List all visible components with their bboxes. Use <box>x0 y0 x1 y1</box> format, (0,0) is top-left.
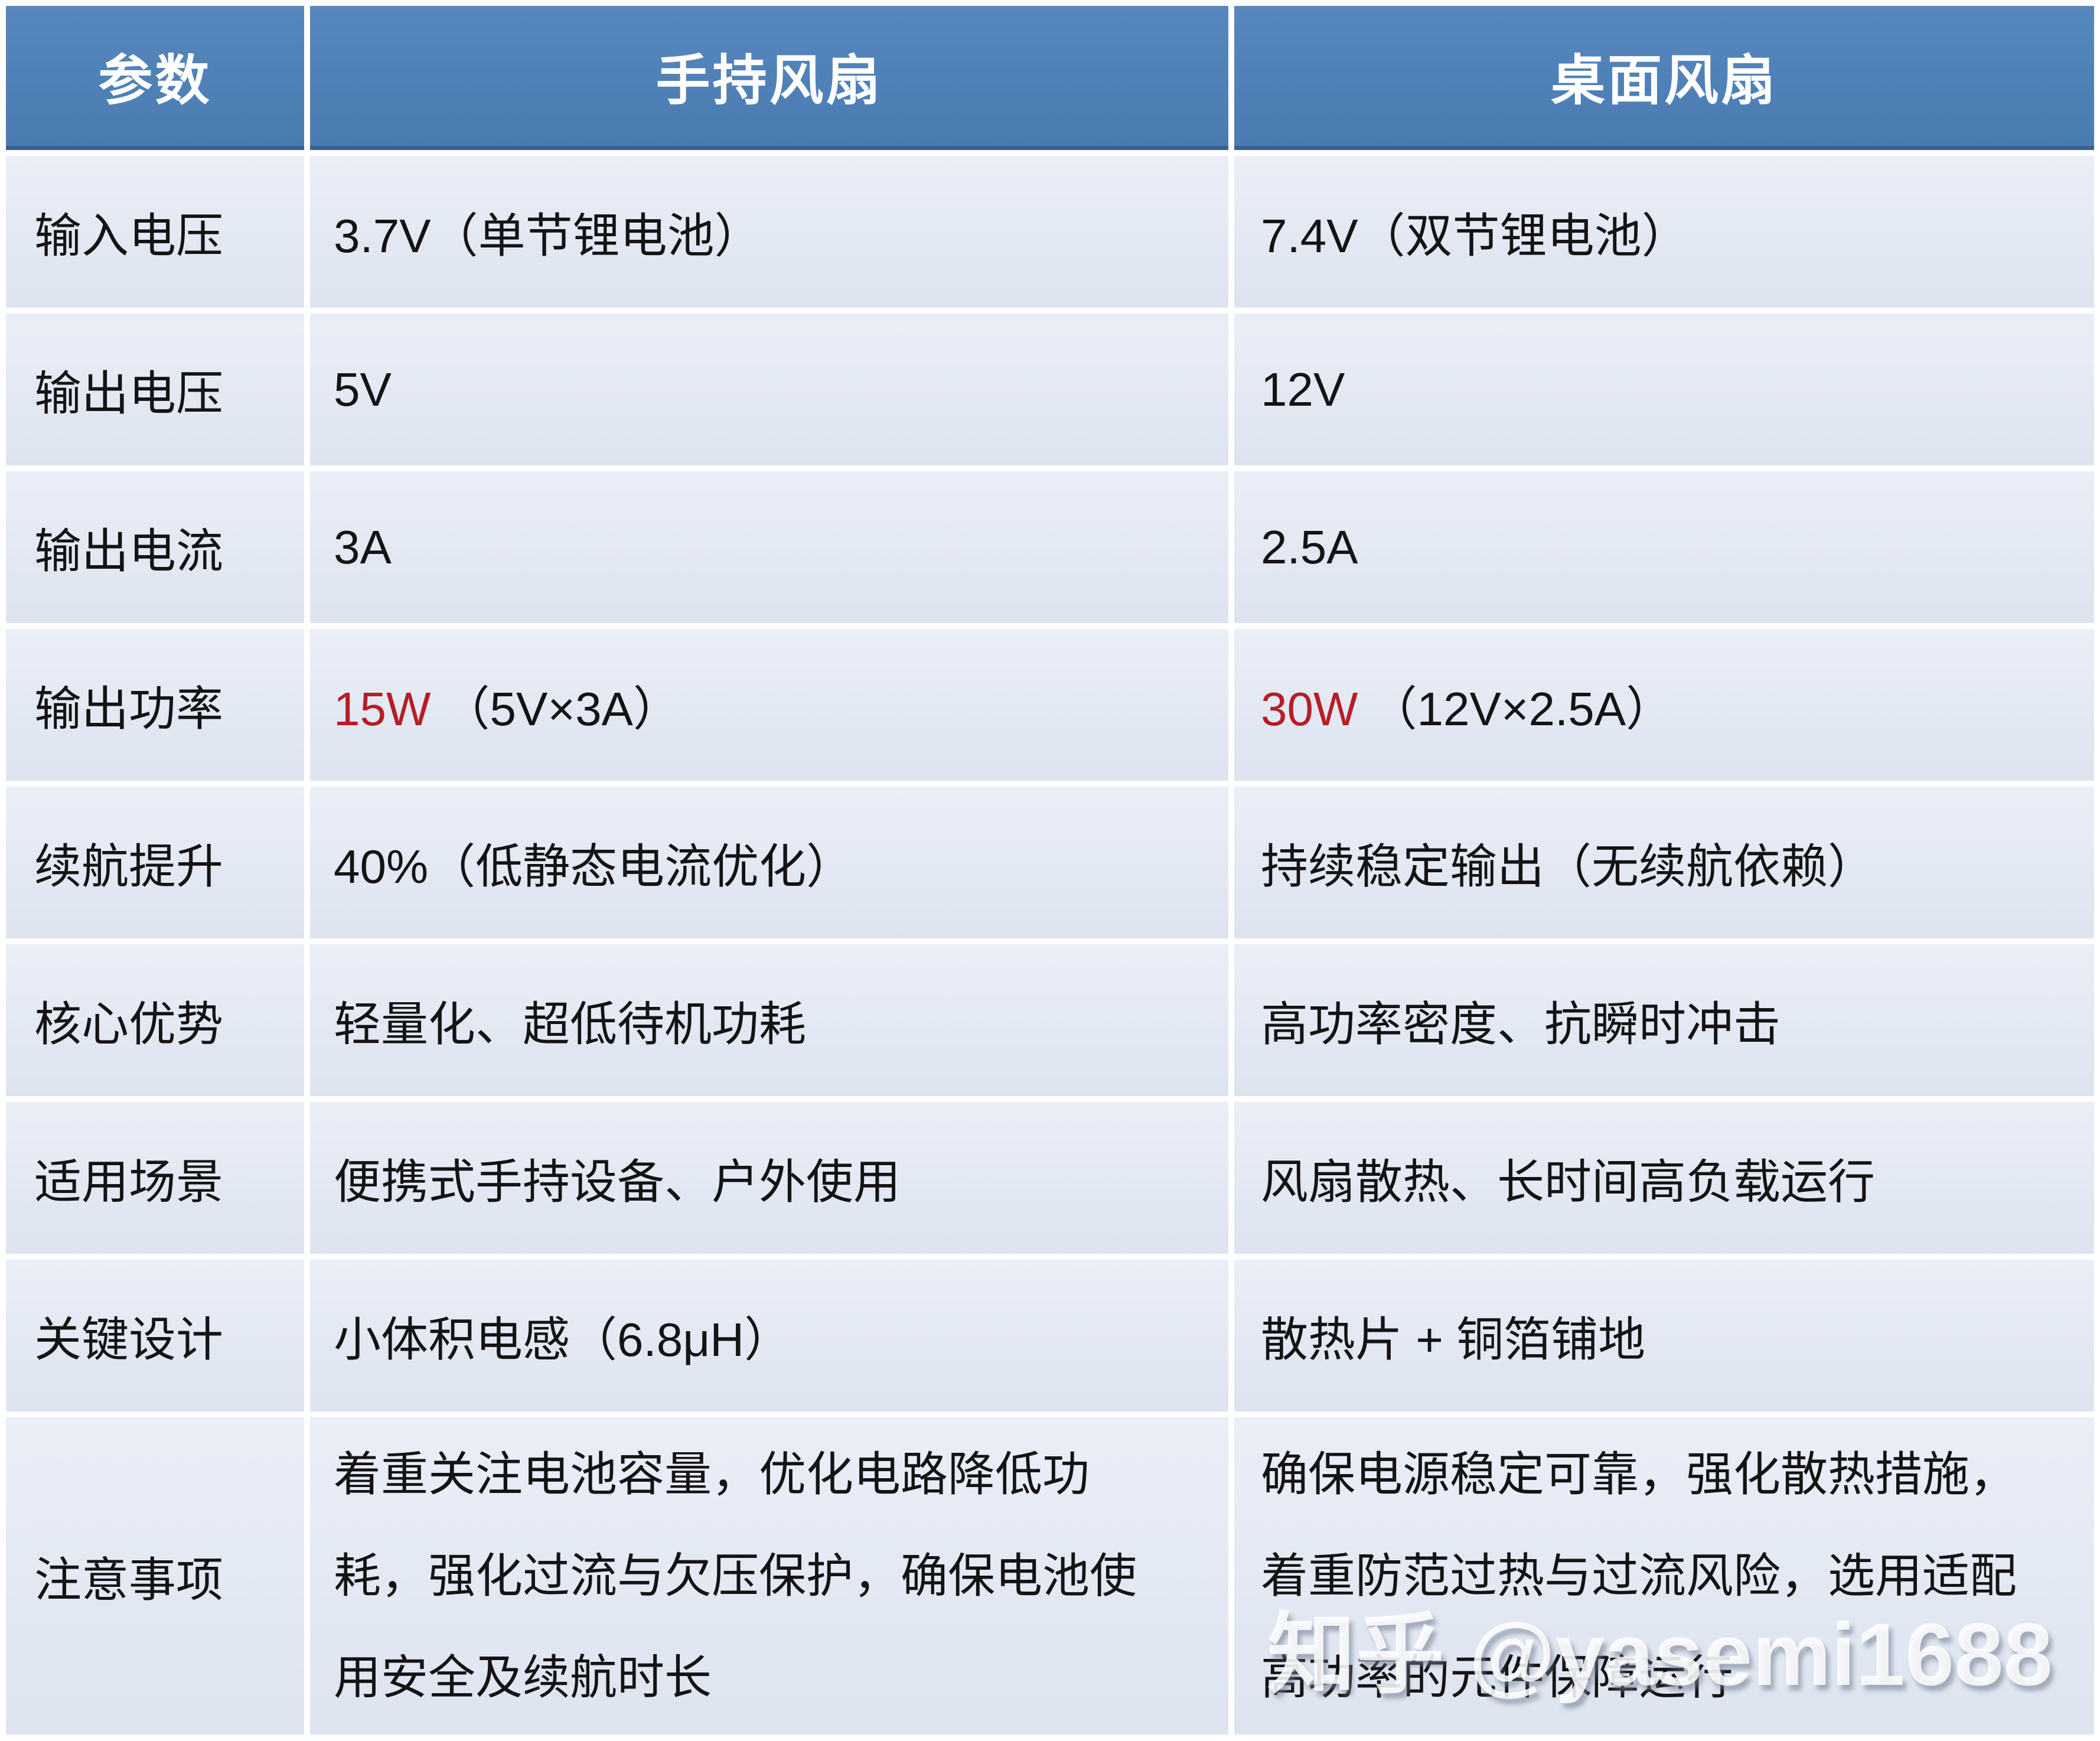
power-value-red: 30W <box>1261 682 1358 735</box>
handheld-value-cell: 15W （5V×3A） <box>310 629 1228 781</box>
param-cell: 输出电压 <box>6 314 304 465</box>
handheld-value-cell: 40%（低静态电流优化） <box>310 787 1228 938</box>
param-cell: 续航提升 <box>6 787 304 938</box>
table-row-precautions: 注意事项 着重关注电池容量，优化电路降低功 耗，强化过流与欠压保护，确保电池使 … <box>6 1417 2094 1735</box>
table-row-output-current: 输出电流 3A 2.5A <box>6 471 2094 623</box>
param-cell: 核心优势 <box>6 944 304 1096</box>
table-row-output-power: 输出功率 15W （5V×3A） 30W （12V×2.5A） <box>6 629 2094 781</box>
header-handheld-fan: 手持风扇 <box>310 6 1228 150</box>
handheld-value-cell: 便携式手持设备、户外使用 <box>310 1102 1228 1254</box>
param-cell: 输入电压 <box>6 156 304 308</box>
param-cell: 适用场景 <box>6 1102 304 1254</box>
desktop-value-cell: 确保电源稳定可靠，强化散热措施， 着重防范过热与过流风险，选用适配 高功率的元件… <box>1234 1417 2094 1735</box>
desktop-value-cell: 30W （12V×2.5A） <box>1234 629 2094 781</box>
desktop-value-cell: 2.5A <box>1234 471 2094 623</box>
table-row-input-voltage: 输入电压 3.7V（单节锂电池） 7.4V（双节锂电池） <box>6 156 2094 308</box>
power-value-red: 15W <box>334 682 431 735</box>
desktop-value-cell: 散热片 + 铜箔铺地 <box>1234 1260 2094 1411</box>
header-desktop-fan: 桌面风扇 <box>1234 6 2094 150</box>
table-row-core-advantage: 核心优势 轻量化、超低待机功耗 高功率密度、抗瞬时冲击 <box>6 944 2094 1096</box>
table-row-use-case: 适用场景 便携式手持设备、户外使用 风扇散热、长时间高负载运行 <box>6 1102 2094 1254</box>
header-param: 参数 <box>6 6 304 150</box>
table-row-output-voltage: 输出电压 5V 12V <box>6 314 2094 465</box>
param-cell: 输出电流 <box>6 471 304 623</box>
handheld-value-cell: 3A <box>310 471 1228 623</box>
power-formula: （5V×3A） <box>442 682 680 735</box>
handheld-value-cell: 3.7V（单节锂电池） <box>310 156 1228 308</box>
desktop-value-cell: 7.4V（双节锂电池） <box>1234 156 2094 308</box>
desktop-value-cell: 12V <box>1234 314 2094 465</box>
param-cell: 关键设计 <box>6 1260 304 1411</box>
param-cell: 输出功率 <box>6 629 304 781</box>
handheld-value-cell: 着重关注电池容量，优化电路降低功 耗，强化过流与欠压保护，确保电池使 用安全及续… <box>310 1417 1228 1735</box>
power-formula: （12V×2.5A） <box>1369 682 1674 735</box>
header-row: 参数 手持风扇 桌面风扇 <box>6 6 2094 150</box>
desktop-value-cell: 风扇散热、长时间高负载运行 <box>1234 1102 2094 1254</box>
param-cell: 注意事项 <box>6 1417 304 1735</box>
table-row-key-design: 关键设计 小体积电感（6.8μH） 散热片 + 铜箔铺地 <box>6 1260 2094 1411</box>
handheld-value-cell: 轻量化、超低待机功耗 <box>310 944 1228 1096</box>
table-row-battery-life: 续航提升 40%（低静态电流优化） 持续稳定输出（无续航依赖） <box>6 787 2094 938</box>
handheld-value-cell: 5V <box>310 314 1228 465</box>
desktop-value-cell: 持续稳定输出（无续航依赖） <box>1234 787 2094 938</box>
desktop-value-cell: 高功率密度、抗瞬时冲击 <box>1234 944 2094 1096</box>
handheld-value-cell: 小体积电感（6.8μH） <box>310 1260 1228 1411</box>
